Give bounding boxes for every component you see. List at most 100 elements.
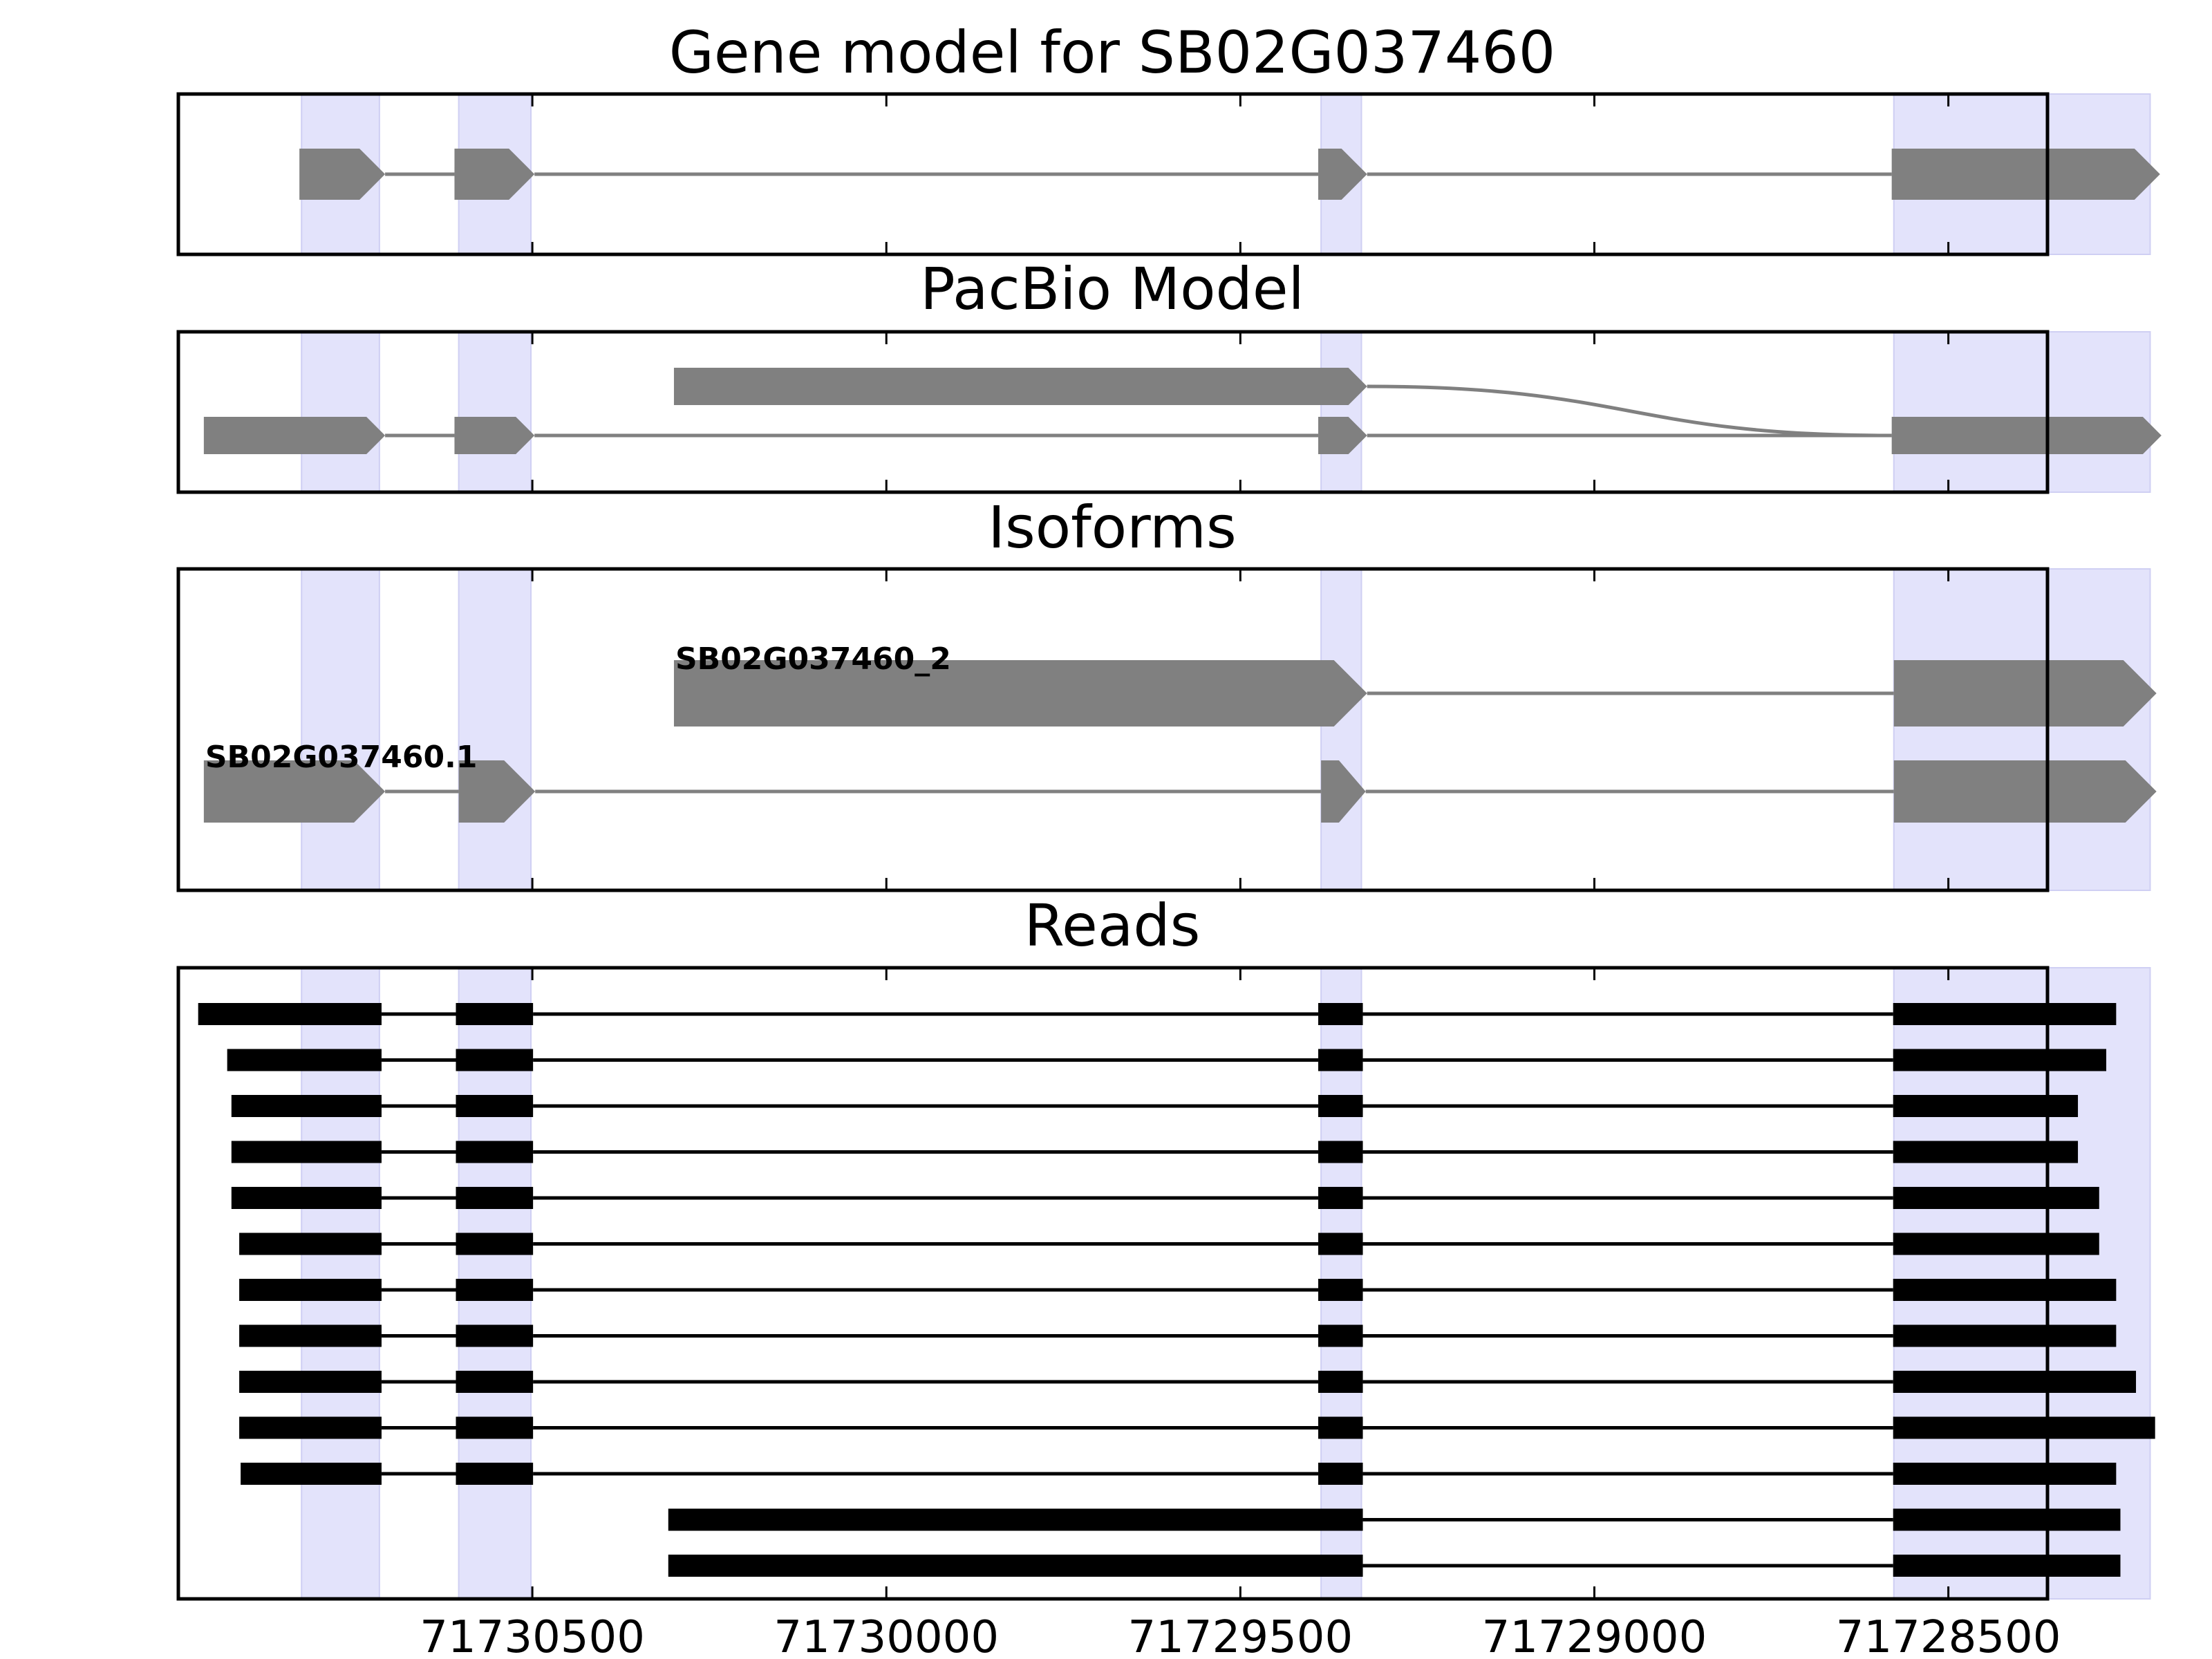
read-7 <box>239 1279 2117 1301</box>
isoforms-frame <box>176 567 2050 892</box>
isoforms-highlight-region-1 <box>301 568 380 891</box>
isoform-1-exon-4 <box>1893 760 2157 823</box>
x-tick-label-1: 71730500 <box>420 1612 645 1659</box>
read-13-exon-2 <box>1893 1555 2121 1577</box>
reads-frame <box>176 966 2050 1601</box>
read-11-exon-1 <box>241 1463 382 1485</box>
reads-title: Reads <box>1024 892 1201 959</box>
read-13 <box>668 1555 2121 1577</box>
pacbio-model-title: PacBio Model <box>920 255 1304 323</box>
read-9-exon-2 <box>456 1371 534 1393</box>
read-9-exon-1 <box>239 1371 382 1393</box>
read-12-exon-2 <box>1893 1508 2121 1531</box>
read-5-exon-4 <box>1893 1187 2099 1209</box>
read-11 <box>241 1463 2117 1485</box>
x-tick-label-2: 71730000 <box>774 1612 999 1659</box>
pacbio-model-highlight-region-4 <box>1893 331 2151 493</box>
read-6 <box>239 1232 2099 1255</box>
gene-model-transcript-1-exon-4 <box>1891 149 2160 200</box>
read-3-exon-4 <box>1893 1095 2079 1117</box>
x-tick-label-4: 71729000 <box>1482 1612 1707 1659</box>
read-2-exon-2 <box>456 1049 534 1071</box>
read-4-exon-2 <box>456 1141 534 1163</box>
pacbio-model-transcript-1-exon-1 <box>203 417 386 454</box>
gene-model-transcript-1-exon-1 <box>299 149 386 200</box>
read-1-exon-3 <box>1318 1003 1363 1025</box>
read-4 <box>231 1141 2079 1163</box>
read-10-exon-1 <box>239 1416 382 1439</box>
isoform-1-label: SB02G037460.1 <box>205 740 478 775</box>
read-7-exon-2 <box>456 1279 534 1301</box>
x-tick-label-3: 71729500 <box>1127 1612 1353 1659</box>
read-8-exon-4 <box>1893 1324 2117 1347</box>
read-5-exon-2 <box>456 1187 534 1209</box>
read-5 <box>231 1187 2099 1209</box>
read-11-exon-4 <box>1893 1463 2117 1485</box>
read-9-exon-3 <box>1318 1371 1363 1393</box>
pacbio-model-highlight-region-2 <box>458 331 532 493</box>
read-1-exon-2 <box>456 1003 534 1025</box>
isoform-1-exon-3 <box>1321 760 1366 823</box>
pacbio-model-transcript-1-exon-4 <box>1891 417 2162 454</box>
pacbio-model-transcript-2-exon-1 <box>673 368 1367 405</box>
read-10-exon-2 <box>456 1416 534 1439</box>
read-7-exon-1 <box>239 1279 382 1301</box>
pacbio-model-transcript-2-intron-1 <box>1367 384 1892 438</box>
isoforms-title: Isoforms <box>988 494 1237 561</box>
read-8-exon-2 <box>456 1324 534 1347</box>
pacbio-model-transcript-1-exon-2 <box>454 417 535 454</box>
read-7-exon-3 <box>1318 1279 1363 1301</box>
gene-model-transcript-1-exon-2 <box>454 149 535 200</box>
read-3 <box>231 1095 2079 1117</box>
isoforms-highlight-region-3 <box>1320 568 1362 891</box>
isoform-2-exon-1 <box>673 660 1367 727</box>
read-4-exon-1 <box>231 1141 382 1163</box>
read-12 <box>668 1508 2121 1531</box>
isoform-2-exon-2 <box>1893 660 2157 727</box>
read-1 <box>198 1003 2117 1025</box>
read-1-exon-4 <box>1893 1003 2117 1025</box>
x-axis: 71730500 71730000 71729500 71729000 71728500 <box>420 1612 2061 1659</box>
read-6-exon-4 <box>1893 1232 2099 1255</box>
x-tick-label-5: 71728500 <box>1836 1612 2061 1659</box>
read-6-exon-3 <box>1318 1232 1363 1255</box>
isoforms-highlight-region-4 <box>1893 568 2151 891</box>
read-8 <box>239 1324 2117 1347</box>
pacbio-model-panel: PacBio Model <box>176 255 2162 494</box>
isoform-1-exon-2 <box>458 760 536 823</box>
read-3-exon-1 <box>231 1095 382 1117</box>
read-12-exon-1 <box>668 1508 1363 1531</box>
read-5-exon-1 <box>231 1187 382 1209</box>
read-13-exon-1 <box>668 1555 1363 1577</box>
read-10-exon-3 <box>1318 1416 1363 1439</box>
read-5-exon-3 <box>1318 1187 1363 1209</box>
gene-model-title: Gene model for SB02G037460 <box>669 19 1555 86</box>
read-8-exon-1 <box>239 1324 382 1347</box>
pacbio-model-transcript-1-exon-3 <box>1318 417 1367 454</box>
gene-model-frame <box>176 92 2050 256</box>
isoforms-panel: Isoforms SB02G037460.1 SB02G037460_2 <box>176 494 2157 892</box>
isoform-2-label: SB02G037460_2 <box>675 641 951 677</box>
read-2-exon-3 <box>1318 1049 1363 1071</box>
read-9 <box>239 1371 2137 1393</box>
read-1-exon-1 <box>198 1003 382 1025</box>
read-8-exon-3 <box>1318 1324 1363 1347</box>
isoforms-highlight-region-2 <box>458 568 532 891</box>
read-3-exon-2 <box>456 1095 534 1117</box>
read-2-exon-4 <box>1893 1049 2107 1071</box>
read-3-exon-3 <box>1318 1095 1363 1117</box>
read-10 <box>239 1416 2155 1439</box>
gene-model-transcript-1-exon-3 <box>1318 149 1367 200</box>
pacbio-model-highlight-region-3 <box>1320 331 1362 493</box>
read-4-exon-4 <box>1893 1141 2079 1163</box>
read-10-exon-4 <box>1893 1416 2155 1439</box>
read-6-exon-2 <box>456 1232 534 1255</box>
pacbio-model-highlight-region-1 <box>301 331 380 493</box>
gene-model-panel: Gene model for SB02G037460 <box>176 19 2160 256</box>
read-6-exon-1 <box>239 1232 382 1255</box>
reads-panel: Reads <box>176 892 2155 1601</box>
read-11-exon-3 <box>1318 1463 1363 1485</box>
pacbio-model-frame <box>176 330 2050 494</box>
read-9-exon-4 <box>1893 1371 2137 1393</box>
